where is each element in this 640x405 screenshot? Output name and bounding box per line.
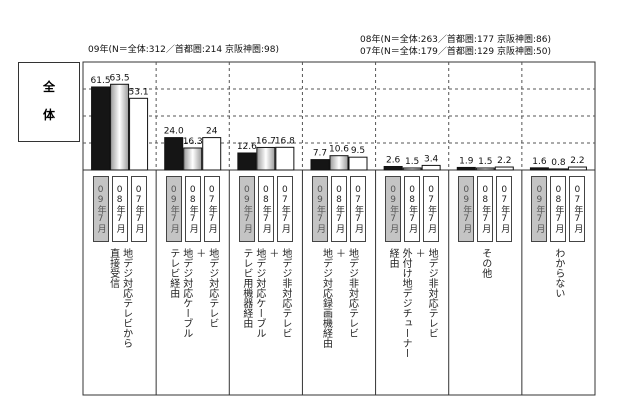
bar	[183, 147, 203, 171]
series-label: 07年7月	[130, 176, 147, 242]
value-label: 2.6	[386, 155, 401, 165]
bar	[256, 146, 276, 171]
value-label: 1.5	[405, 157, 419, 167]
bar	[548, 168, 568, 171]
series-label: 07年7月	[423, 176, 440, 242]
category-label: 地デジ対応テレビ ＋ 地デジ対応ケーブル テレビ経由	[167, 248, 218, 338]
bar	[348, 156, 368, 171]
category-label: 地デジ対応テレビから 直接受信	[107, 248, 132, 348]
value-label: 10.6	[329, 145, 349, 155]
value-label: 24	[206, 127, 218, 137]
series-label: 08年7月	[550, 176, 567, 242]
value-label: 61.5	[91, 76, 111, 86]
series-label: 07年7月	[496, 176, 513, 242]
series-label: 07年7月	[203, 176, 220, 242]
value-label: 1.5	[478, 157, 492, 167]
category-label: 地デジ非対応テレビ ＋ 地デジ対応ケーブル テレビ用機器経由	[240, 248, 291, 338]
value-label: 16.3	[183, 137, 203, 147]
category-label: 地デジ非対応テレビ ＋ 地デジ対応録画機経由	[320, 248, 358, 348]
value-label: 9.5	[351, 146, 365, 156]
bar	[421, 164, 441, 171]
series-label: 08年7月	[184, 176, 201, 242]
bar	[494, 166, 514, 171]
note: 09年(N＝全体:312／首都圏:214 京阪神圏:98)	[88, 43, 279, 55]
series-label: 08年7月	[257, 176, 274, 242]
series-label: 09年7月	[385, 176, 402, 242]
value-label: 24.0	[164, 127, 184, 137]
side-label: 全 体	[18, 62, 80, 142]
series-label: 09年7月	[165, 176, 182, 242]
value-label: 16.8	[275, 136, 295, 146]
bar	[383, 165, 403, 171]
bar	[529, 167, 549, 171]
series-label: 08年7月	[477, 176, 494, 242]
category-label: 地デジ非対応テレビ ＋ 外付け地デジチューナー 経由	[387, 248, 438, 358]
value-label: 1.9	[459, 156, 474, 166]
value-label: 3.4	[424, 154, 439, 164]
bar	[202, 137, 222, 171]
value-label: 63.5	[110, 73, 130, 83]
bar	[275, 146, 295, 171]
bar	[110, 83, 130, 171]
note: 07年(N＝全体:179／首都圏:129 京阪神圏:50)	[360, 45, 551, 57]
bar	[475, 167, 495, 171]
bar	[164, 137, 184, 171]
value-label: 2.2	[570, 156, 584, 166]
series-label: 07年7月	[276, 176, 293, 242]
category-label: わからない	[552, 248, 564, 298]
value-label: 2.2	[497, 156, 511, 166]
series-label: 09年7月	[92, 176, 109, 242]
bar	[129, 97, 149, 171]
frame	[82, 61, 596, 396]
series-label: 09年7月	[458, 176, 475, 242]
bar	[329, 155, 349, 171]
bar	[237, 152, 257, 171]
bar	[567, 166, 587, 171]
value-label: 12.6	[237, 142, 257, 152]
series-label: 07年7月	[350, 176, 366, 242]
bar	[402, 167, 422, 171]
category-label: その他	[479, 248, 491, 278]
series-label: 07年7月	[569, 176, 586, 242]
bar	[456, 166, 476, 171]
series-label: 08年7月	[111, 176, 128, 242]
note: 08年(N＝全体:263／首都圏:177 京阪神圏:86)	[360, 33, 551, 45]
series-label: 08年7月	[331, 176, 347, 242]
value-label: 0.8	[551, 158, 566, 168]
value-label: 1.6	[532, 157, 547, 167]
series-label: 09年7月	[312, 176, 328, 242]
series-label: 09年7月	[238, 176, 255, 242]
value-label: 7.7	[313, 149, 327, 159]
value-label: 53.1	[129, 87, 149, 97]
bar	[91, 86, 111, 171]
series-label: 09年7月	[531, 176, 548, 242]
series-label: 08年7月	[404, 176, 421, 242]
bar	[310, 159, 330, 171]
value-label: 16.7	[256, 136, 276, 146]
